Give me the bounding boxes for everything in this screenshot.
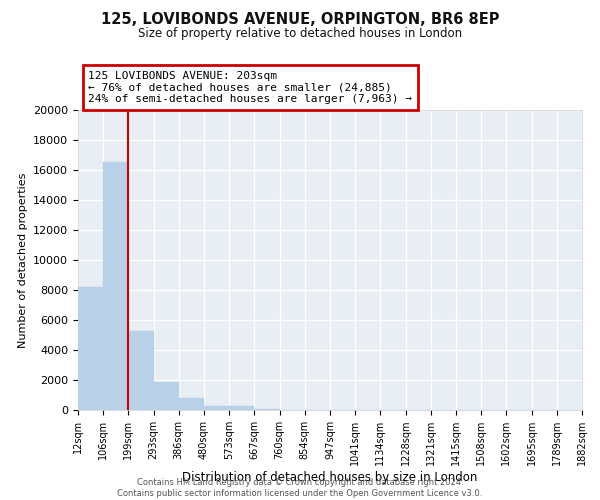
X-axis label: Distribution of detached houses by size in London: Distribution of detached houses by size … — [182, 471, 478, 484]
Bar — [179, 398, 204, 410]
Bar — [229, 406, 254, 410]
Bar — [204, 406, 229, 410]
Text: 125, LOVIBONDS AVENUE, ORPINGTON, BR6 8EP: 125, LOVIBONDS AVENUE, ORPINGTON, BR6 8E… — [101, 12, 499, 28]
Y-axis label: Number of detached properties: Number of detached properties — [17, 172, 28, 348]
Text: 125 LOVIBONDS AVENUE: 203sqm
← 76% of detached houses are smaller (24,885)
24% o: 125 LOVIBONDS AVENUE: 203sqm ← 76% of de… — [88, 71, 412, 104]
Bar — [128, 330, 154, 410]
Text: Contains HM Land Registry data © Crown copyright and database right 2024.
Contai: Contains HM Land Registry data © Crown c… — [118, 478, 482, 498]
Bar — [254, 408, 280, 410]
Bar — [103, 162, 128, 410]
Text: Size of property relative to detached houses in London: Size of property relative to detached ho… — [138, 28, 462, 40]
Bar — [78, 287, 103, 410]
Bar — [154, 382, 179, 410]
